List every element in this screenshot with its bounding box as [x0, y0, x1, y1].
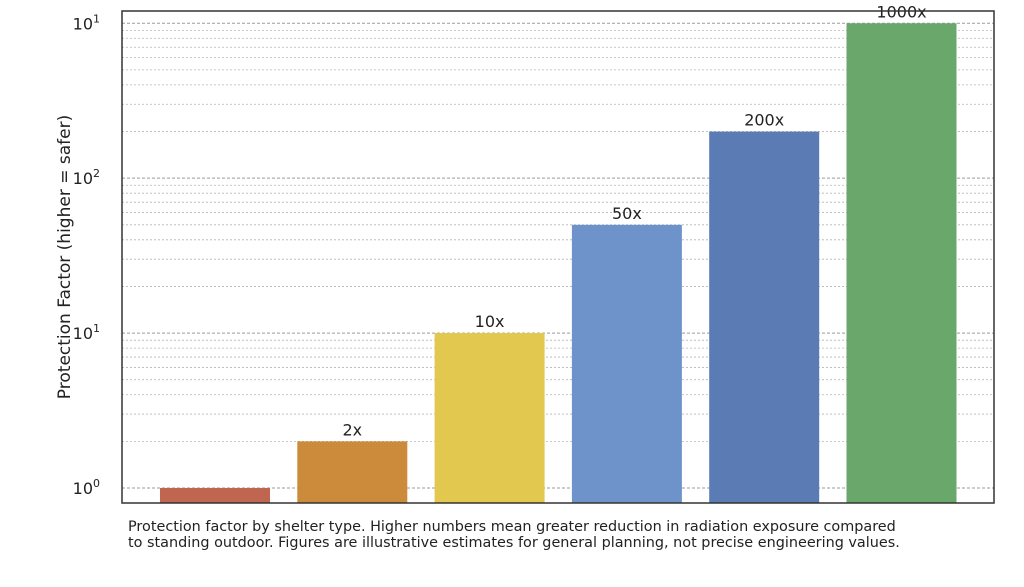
bar-value-label-2: 2x	[342, 420, 362, 439]
chart-caption: Protection factor by shelter type. Highe…	[128, 519, 1008, 551]
bar-1	[160, 487, 270, 503]
bar-chart: 2x 10x 50x 200x 1000x 100 101 102 101 Protectio…	[55, 2, 995, 504]
bar-value-label-5: 200x	[744, 111, 784, 130]
caption-line-1: Protection factor by shelter type. Highe…	[128, 519, 896, 535]
y-tick-label-4: 101	[73, 12, 100, 33]
bar-4	[571, 224, 682, 503]
y-axis-label: Protection Factor (higher = safer)	[55, 115, 75, 399]
bar-labels: 2x 10x 50x 200x 1000x	[342, 2, 926, 439]
bars	[160, 23, 957, 504]
bar-5	[709, 131, 820, 503]
bar-value-label-6: 1000x	[876, 2, 926, 21]
bar-value-label-3: 10x	[475, 312, 505, 331]
y-tick-label-1: 100	[73, 477, 100, 498]
bar-value-label-4: 50x	[612, 204, 642, 223]
y-tick-labels: 100 101 102 101	[73, 12, 100, 498]
y-tick-label-2: 101	[73, 322, 100, 343]
bar-6	[846, 23, 957, 504]
caption-line-2: to standing outdoor. Figures are illustr…	[128, 535, 900, 551]
bar-3	[434, 333, 545, 503]
bar-2	[297, 441, 408, 503]
y-tick-label-3: 102	[73, 167, 100, 188]
plot-frame	[121, 10, 995, 504]
